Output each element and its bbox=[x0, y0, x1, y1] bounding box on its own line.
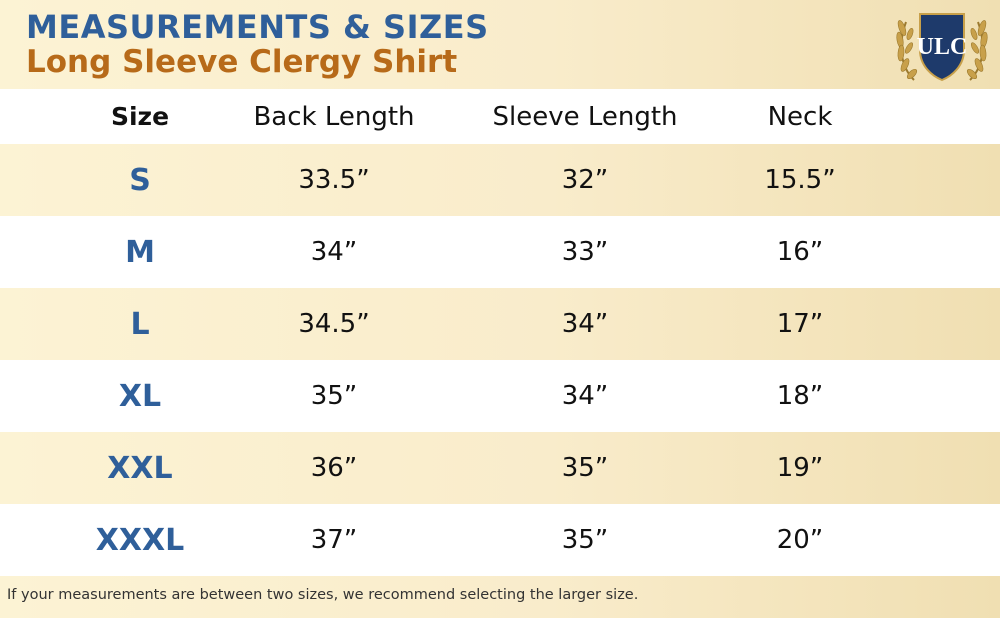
neck-cell: 18” bbox=[776, 381, 824, 411]
back-length-cell: 36” bbox=[310, 453, 358, 483]
column-header-size: Size bbox=[110, 102, 170, 131]
neck-cell: 17” bbox=[776, 309, 824, 339]
sleeve-length-cell: 32” bbox=[561, 165, 609, 195]
table-row: XXXL 37” 35” 20” bbox=[0, 504, 1000, 576]
table-row: XXL 36” 35” 19” bbox=[0, 432, 1000, 504]
table-row: L 34.5” 34” 17” bbox=[0, 288, 1000, 360]
sleeve-length-cell: 34” bbox=[561, 381, 609, 411]
page-subtitle: Long Sleeve Clergy Shirt bbox=[26, 44, 458, 80]
page-title: MEASUREMENTS & SIZES bbox=[26, 8, 489, 46]
footer-note: If your measurements are between two siz… bbox=[7, 587, 639, 603]
neck-cell: 16” bbox=[776, 237, 824, 267]
back-length-cell: 34.5” bbox=[298, 309, 370, 339]
sleeve-length-cell: 33” bbox=[561, 237, 609, 267]
size-cell: M bbox=[125, 234, 155, 270]
size-cell: XXXL bbox=[95, 522, 185, 558]
sleeve-length-cell: 35” bbox=[561, 453, 609, 483]
back-length-cell: 34” bbox=[310, 237, 358, 267]
neck-cell: 20” bbox=[776, 525, 824, 555]
table-row: XL 35” 34” 18” bbox=[0, 360, 1000, 432]
column-header-neck: Neck bbox=[767, 101, 833, 132]
table-row: S 33.5” 32” 15.5” bbox=[0, 144, 1000, 216]
column-header-sleeve-length: Sleeve Length bbox=[492, 101, 678, 132]
table-header: Size Back Length Sleeve Length Neck bbox=[0, 89, 1000, 144]
size-cell: L bbox=[130, 306, 150, 342]
neck-cell: 15.5” bbox=[764, 165, 836, 195]
sleeve-length-cell: 34” bbox=[561, 309, 609, 339]
back-length-cell: 35” bbox=[310, 381, 358, 411]
size-cell: XXL bbox=[107, 450, 173, 486]
back-length-cell: 33.5” bbox=[298, 165, 370, 195]
ulc-logo: ULC bbox=[896, 13, 988, 82]
size-cell: S bbox=[129, 162, 151, 198]
sleeve-length-cell: 35” bbox=[561, 525, 609, 555]
table-row: M 34” 33” 16” bbox=[0, 216, 1000, 288]
neck-cell: 19” bbox=[776, 453, 824, 483]
footer: If your measurements are between two siz… bbox=[0, 576, 1000, 618]
svg-text:ULC: ULC bbox=[917, 34, 968, 60]
back-length-cell: 37” bbox=[310, 525, 358, 555]
column-header-back-length: Back Length bbox=[253, 101, 415, 132]
size-cell: XL bbox=[118, 378, 162, 414]
header: MEASUREMENTS & SIZES Long Sleeve Clergy … bbox=[0, 0, 1000, 89]
